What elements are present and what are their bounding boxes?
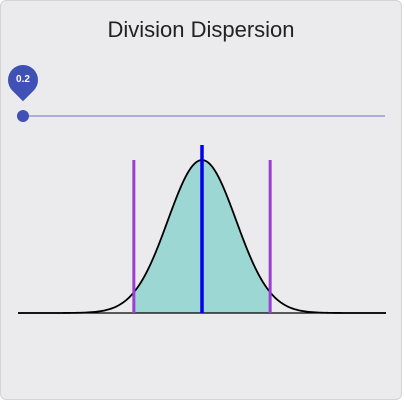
slider-track[interactable] bbox=[23, 115, 385, 117]
slider-thumb[interactable] bbox=[17, 110, 29, 122]
dispersion-slider[interactable]: 0.2 bbox=[1, 58, 391, 129]
card-title: Division Dispersion bbox=[107, 17, 295, 42]
